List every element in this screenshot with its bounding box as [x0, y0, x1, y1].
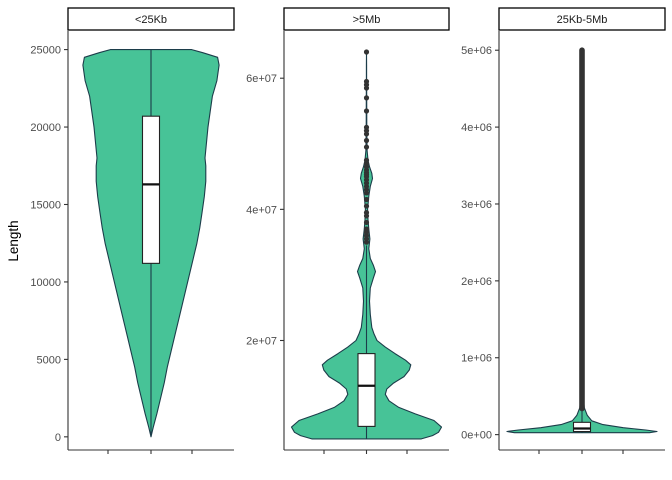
strip-label: 25Kb-5Mb [557, 14, 608, 26]
y-tick-label: 4e+07 [246, 204, 277, 216]
outlier-band [579, 47, 585, 412]
outlier-point [363, 49, 370, 55]
y-tick-label: 0 [55, 432, 61, 444]
outlier-point [363, 203, 370, 209]
y-tick-label: 10000 [30, 277, 61, 289]
outlier-point [363, 124, 370, 130]
strip-label: >5Mb [353, 14, 381, 26]
y-tick-label: 1e+06 [461, 353, 492, 365]
panel-2: >5Mb 2e+07 4e+07 6e+07 [246, 7, 450, 454]
outlier-point [363, 157, 370, 163]
y-tick-label: 4e+06 [461, 122, 492, 134]
outlier-point [363, 196, 370, 203]
y-tick-label: 6e+07 [246, 73, 277, 85]
outlier-point [363, 219, 370, 226]
outlier-point [363, 95, 370, 101]
outlier-point [363, 78, 370, 85]
y-tick-label: 5e+06 [461, 45, 492, 57]
outlier-point [363, 108, 370, 114]
y-tick-label: 15000 [30, 199, 61, 211]
strip-box [498, 7, 666, 31]
y-axis-label: Length [6, 220, 21, 261]
panel-3: 25Kb-5Mb 0e+00 1e+06 2e+06 3e+06 4e+06 5e+06 [461, 7, 666, 454]
box [357, 353, 376, 427]
outlier-point [363, 210, 370, 216]
y-tick-label: 5000 [37, 354, 61, 366]
y-tick-label: 0e+00 [461, 430, 492, 442]
panel-1: <25Kb 0 5000 10000 15000 20000 25000 [30, 7, 235, 454]
y-tick-label: 25000 [30, 45, 61, 57]
y-tick-label: 2e+07 [246, 335, 277, 347]
y-tick-label: 3e+06 [461, 199, 492, 211]
box [572, 421, 592, 433]
strip-box [283, 7, 450, 31]
y-tick-label: 2e+06 [461, 276, 492, 288]
strip-box [67, 7, 235, 31]
strip-label: <25Kb [135, 14, 167, 26]
y-tick-label: 20000 [30, 122, 61, 134]
outlier-point [363, 226, 370, 232]
outlier-point [363, 144, 370, 150]
outlier-point [363, 137, 370, 144]
panels: <25Kb 0 5000 10000 15000 20000 25000 >5Mb 2e+07 4… [30, 7, 666, 454]
box [141, 115, 161, 264]
